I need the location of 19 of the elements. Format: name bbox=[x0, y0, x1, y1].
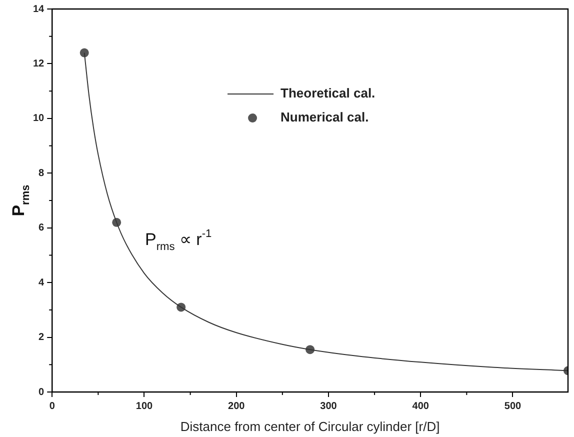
x-tick-label: 0 bbox=[49, 400, 56, 412]
y-tick-label: 12 bbox=[33, 58, 45, 70]
y-tick-label: 10 bbox=[33, 113, 45, 124]
x-tick-label: 300 bbox=[320, 400, 338, 412]
x-tick-label: 500 bbox=[504, 400, 522, 412]
y-tick-label: 14 bbox=[33, 4, 45, 15]
legend-label: Theoretical cal. bbox=[280, 86, 376, 101]
y-tick-label: 8 bbox=[38, 168, 45, 179]
y-tick-label: 2 bbox=[38, 332, 45, 344]
y-tick-label: 0 bbox=[38, 386, 45, 398]
x-tick-label: 200 bbox=[228, 400, 246, 412]
x-tick-label: 100 bbox=[136, 400, 154, 412]
x-axis-title: Distance from center of Circular cylinder [r/D] bbox=[180, 419, 440, 434]
x-tick-label: 400 bbox=[412, 400, 430, 412]
y-axis-title: Prms bbox=[9, 184, 32, 216]
legend-label: Numerical cal. bbox=[280, 110, 369, 125]
y-tick-label: 4 bbox=[38, 277, 45, 288]
point bbox=[80, 48, 89, 58]
y-tick-label: 6 bbox=[38, 222, 45, 234]
